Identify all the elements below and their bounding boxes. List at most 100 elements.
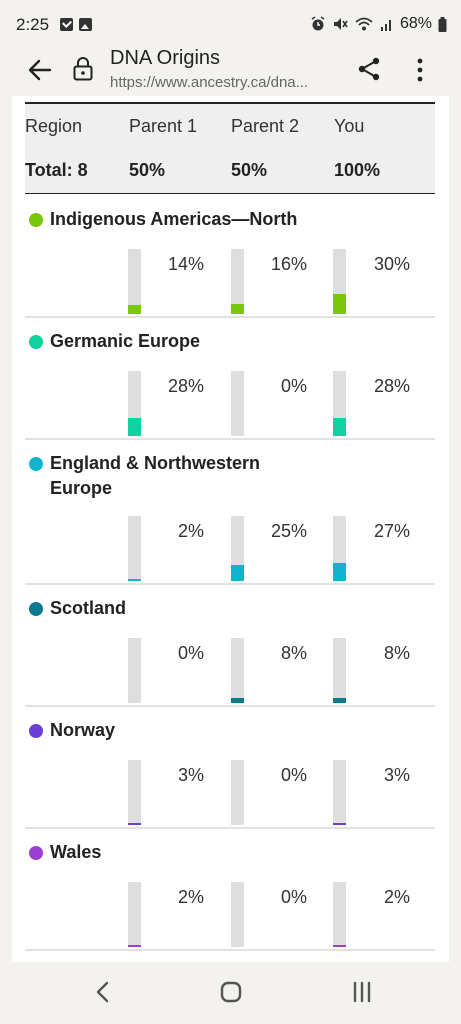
back-arrow-icon[interactable]: [26, 56, 54, 84]
region-row[interactable]: Wales 2% 0% 2%: [25, 830, 435, 951]
dna-origins-content: Region Parent 1 Parent 2 You Total: 8 50…: [12, 96, 449, 962]
parent-1-percent: 0%: [177, 643, 204, 663]
bar-fill: [231, 304, 244, 314]
bar-fill: [333, 294, 346, 314]
total-parent-1: 50%: [129, 160, 166, 180]
alarm-icon: [311, 16, 325, 31]
parent-1-percent: 28%: [167, 376, 204, 396]
header-parent-1: Parent 1: [129, 116, 198, 136]
more-options-icon[interactable]: [408, 56, 432, 84]
parent-1-bar: [128, 371, 141, 436]
signal-icon: [380, 20, 391, 31]
region-name-line-2: Europe: [50, 478, 113, 498]
region-row[interactable]: Norway 3% 0% 3%: [25, 708, 435, 829]
region-color-dot: [29, 335, 43, 349]
bar-fill: [128, 945, 141, 947]
you-percent: 27%: [373, 521, 410, 541]
region-row[interactable]: England & Northwestern Europe 2% 25% 27%: [25, 441, 435, 585]
page-url[interactable]: https://www.ancestry.ca/dna...: [110, 74, 309, 91]
total-label: Total: 8: [25, 160, 88, 180]
parent-2-bar: [231, 249, 244, 314]
share-icon[interactable]: [356, 56, 382, 82]
page-margin-left: [0, 96, 12, 962]
battery-icon: [438, 16, 447, 32]
region-row[interactable]: Indigenous Americas—North 14% 16% 30%: [25, 197, 435, 318]
bar-fill: [333, 823, 346, 825]
you-percent: 3%: [383, 765, 410, 785]
status-indicators: 68%: [310, 15, 447, 33]
parent-2-bar: [231, 882, 244, 947]
region-color-dot: [29, 213, 43, 227]
you-bar: [333, 516, 346, 581]
parent-2-bar: [231, 371, 244, 436]
region-name: Scotland: [50, 598, 127, 618]
you-bar: [333, 638, 346, 703]
bar-fill: [128, 305, 141, 314]
region-name-line-1: England & Northwestern: [50, 453, 261, 473]
parent-2-percent: 8%: [280, 643, 307, 663]
parent-2-percent: 16%: [270, 254, 307, 274]
parent-1-percent: 2%: [177, 521, 204, 541]
header-you: You: [334, 116, 365, 136]
parent-2-percent: 25%: [270, 521, 307, 541]
wifi-icon: [355, 17, 373, 31]
nav-back-icon[interactable]: [92, 980, 114, 1004]
parent-2-bar: [231, 760, 244, 825]
region-color-dot: [29, 457, 43, 471]
status-bar: 2:25 68%: [0, 0, 461, 44]
mute-icon: [333, 18, 348, 30]
region-name: Wales: [50, 842, 102, 862]
status-time: 2:25: [16, 15, 50, 34]
bar-fill: [333, 563, 346, 581]
page-margin-right: [449, 96, 461, 962]
notification-icons: [60, 18, 92, 31]
page-title: DNA Origins: [110, 47, 221, 69]
you-percent: 2%: [383, 887, 410, 907]
bar-fill: [128, 579, 141, 581]
parent-1-percent: 3%: [177, 765, 204, 785]
region-name: Germanic Europe: [50, 331, 201, 351]
parent-1-percent: 2%: [177, 887, 204, 907]
you-bar: [333, 760, 346, 825]
region-row[interactable]: Scotland 0% 8% 8%: [25, 586, 435, 707]
bar-fill: [231, 565, 244, 581]
parent-1-bar: [128, 760, 141, 825]
parent-1-bar: [128, 516, 141, 581]
you-percent: 8%: [383, 643, 410, 663]
you-bar: [333, 371, 346, 436]
bar-fill: [128, 418, 141, 436]
table-header: Region Parent 1 Parent 2 You Total: 8 50…: [25, 102, 435, 194]
parent-2-percent: 0%: [280, 765, 307, 785]
parent-1-bar: [128, 249, 141, 314]
bar-fill: [231, 698, 244, 703]
bar-fill: [128, 823, 141, 825]
header-region: Region: [25, 116, 83, 136]
total-you: 100%: [334, 160, 381, 180]
you-percent: 28%: [373, 376, 410, 396]
region-color-dot: [29, 724, 43, 738]
system-navigation-bar: [0, 962, 461, 1024]
parent-2-bar: [231, 638, 244, 703]
you-bar: [333, 882, 346, 947]
parent-2-percent: 0%: [280, 887, 307, 907]
check-square-icon: [60, 18, 73, 31]
bar-fill: [333, 418, 346, 436]
browser-toolbar: DNA Origins https://www.ancestry.ca/dna.…: [0, 44, 461, 96]
you-bar: [333, 249, 346, 314]
parent-1-bar: [128, 882, 141, 947]
parent-1-bar: [128, 638, 141, 703]
region-name: Indigenous Americas—North: [50, 209, 298, 229]
nav-recents-icon[interactable]: [350, 980, 374, 1004]
you-percent: 30%: [373, 254, 410, 274]
region-color-dot: [29, 846, 43, 860]
battery-percent: 68%: [399, 15, 432, 32]
region-row[interactable]: Germanic Europe 28% 0% 28%: [25, 319, 435, 440]
total-parent-2: 50%: [231, 160, 268, 180]
region-name: Norway: [50, 720, 116, 740]
nav-home-icon[interactable]: [220, 980, 242, 1004]
lock-icon[interactable]: [72, 56, 94, 82]
header-parent-2: Parent 2: [231, 116, 300, 136]
parent-1-percent: 14%: [167, 254, 204, 274]
image-icon: [79, 18, 92, 31]
region-color-dot: [29, 602, 43, 616]
